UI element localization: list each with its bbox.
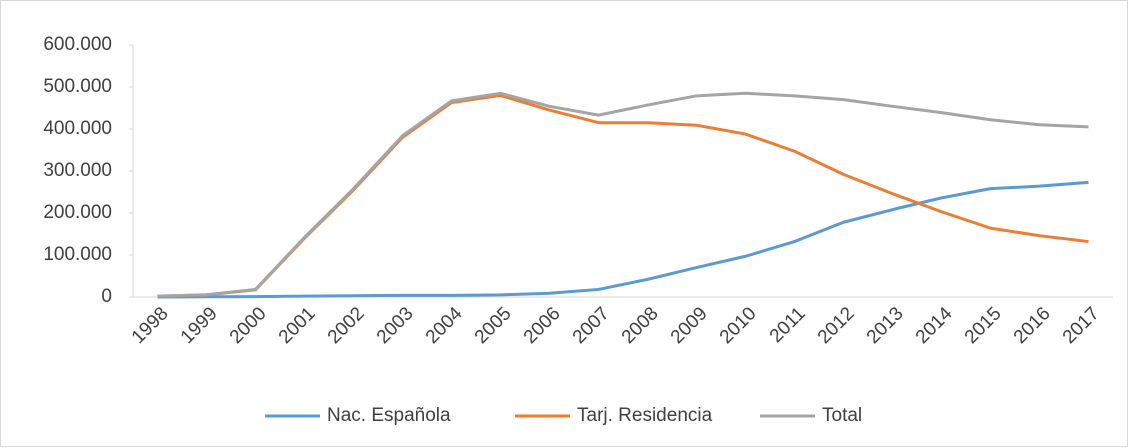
legend-label: Tarj. Residencia xyxy=(577,405,713,426)
series-line xyxy=(157,180,1089,299)
y-tick-label: 600.000 xyxy=(43,34,112,55)
legend-label: Nac. Española xyxy=(327,405,451,426)
series-line xyxy=(157,91,1089,298)
y-tick-label: 200.000 xyxy=(43,202,112,223)
legend-label: Total xyxy=(822,405,862,426)
y-tick-label: 500.000 xyxy=(43,76,112,97)
y-tick-label: 0 xyxy=(101,286,112,307)
y-tick-label: 100.000 xyxy=(43,244,112,265)
y-tick-label: 400.000 xyxy=(43,118,112,139)
y-tick-label: 300.000 xyxy=(43,160,112,181)
